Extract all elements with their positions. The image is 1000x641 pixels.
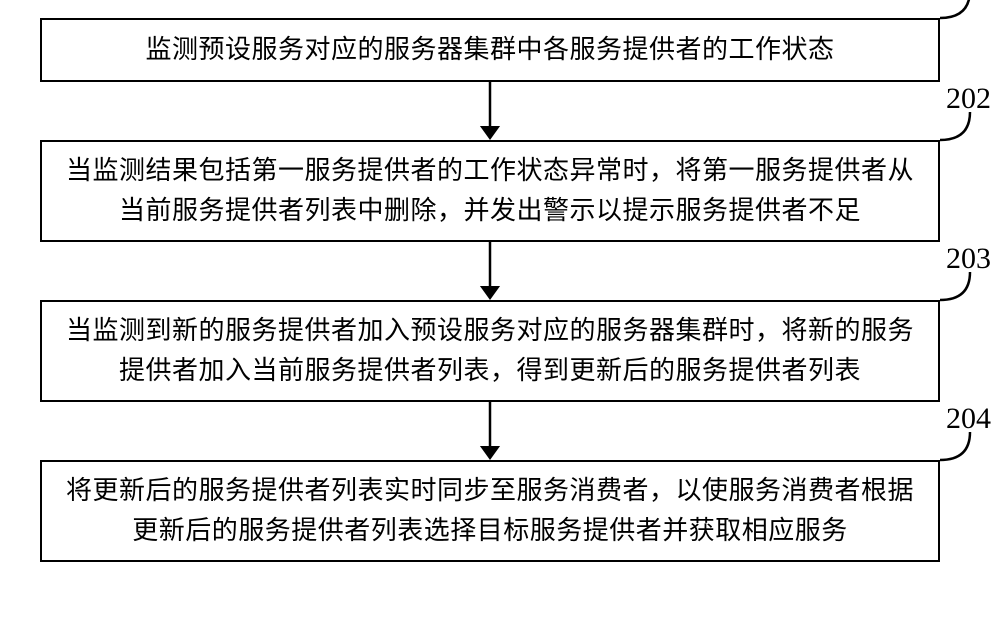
step-box-203: 当监测到新的服务提供者加入预设服务对应的服务器集群时，将新的服务提供者加入当前服… — [40, 300, 940, 402]
callout-curve — [935, 427, 995, 487]
step-label: 203 — [946, 242, 991, 276]
callout-curve — [935, 267, 995, 327]
step-text: 监测预设服务对应的服务器集群中各服务提供者的工作状态 — [145, 30, 834, 70]
step-box-202: 当监测结果包括第一服务提供者的工作状态异常时，将第一服务提供者从当前服务提供者列… — [40, 140, 940, 242]
step-text: 将更新后的服务提供者列表实时同步至服务消费者，以使服务消费者根据更新后的服务提供… — [66, 471, 914, 552]
flow-arrow — [40, 242, 940, 300]
step-text: 当监测结果包括第一服务提供者的工作状态异常时，将第一服务提供者从当前服务提供者列… — [66, 151, 914, 232]
step-text: 当监测到新的服务提供者加入预设服务对应的服务器集群时，将新的服务提供者加入当前服… — [66, 311, 914, 392]
step-label: 204 — [946, 402, 991, 436]
callout-curve — [935, 107, 995, 167]
flow-arrow — [40, 402, 940, 460]
flow-arrow — [40, 82, 940, 140]
step-box-201: 监测预设服务对应的服务器集群中各服务提供者的工作状态 — [40, 18, 940, 82]
step-box-204: 将更新后的服务提供者列表实时同步至服务消费者，以使服务消费者根据更新后的服务提供… — [40, 460, 940, 562]
step-label: 202 — [946, 82, 991, 116]
callout-curve — [935, 0, 995, 45]
